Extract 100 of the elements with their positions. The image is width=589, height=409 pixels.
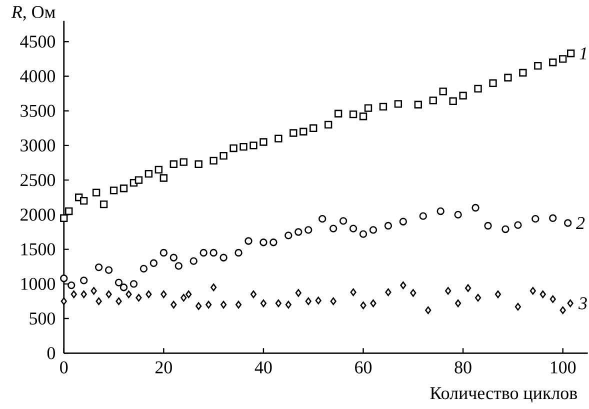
- point: [330, 298, 336, 306]
- point: [514, 221, 522, 230]
- y-tick-label: 2000: [20, 208, 56, 221]
- point: [100, 200, 108, 208]
- point: [370, 300, 376, 308]
- y-tick-label: 3500: [20, 105, 56, 118]
- point: [504, 74, 512, 82]
- point: [514, 303, 521, 311]
- point: [80, 197, 88, 205]
- point: [305, 298, 312, 306]
- point: [160, 249, 168, 257]
- point: [96, 298, 102, 306]
- series-label: 3: [578, 298, 587, 310]
- point: [564, 219, 572, 228]
- point: [502, 226, 510, 234]
- point: [549, 214, 557, 222]
- point: [220, 152, 228, 160]
- point: [329, 224, 338, 233]
- point: [140, 265, 148, 273]
- point: [349, 110, 358, 118]
- point: [429, 96, 437, 105]
- point: [170, 160, 178, 168]
- x-tick-label: 80: [454, 362, 472, 374]
- point: [104, 266, 113, 274]
- point: [379, 103, 388, 111]
- point: [318, 215, 326, 223]
- point: [360, 302, 366, 310]
- point: [285, 301, 292, 309]
- point: [540, 290, 546, 298]
- point: [250, 290, 257, 298]
- point: [350, 288, 356, 296]
- point: [400, 282, 406, 290]
- point: [60, 214, 68, 222]
- point: [180, 158, 188, 166]
- point: [60, 298, 67, 306]
- point: [465, 284, 472, 292]
- point: [449, 98, 457, 106]
- point: [459, 92, 467, 100]
- point: [150, 260, 158, 268]
- point: [190, 257, 198, 266]
- point: [120, 184, 128, 192]
- point: [300, 128, 308, 136]
- point: [489, 80, 497, 88]
- point: [244, 237, 252, 246]
- point: [106, 290, 112, 298]
- point: [94, 264, 103, 272]
- y-tick-label: 0: [47, 347, 56, 360]
- point: [439, 88, 447, 96]
- point: [315, 296, 322, 305]
- point: [494, 290, 502, 298]
- point: [566, 50, 575, 58]
- point: [530, 287, 536, 295]
- point: [144, 170, 153, 178]
- point: [230, 144, 238, 152]
- point: [68, 282, 76, 290]
- point: [484, 222, 492, 230]
- point: [146, 290, 152, 298]
- y-tick-label: 500: [30, 312, 56, 325]
- point: [414, 101, 422, 109]
- point: [474, 85, 482, 93]
- point: [425, 306, 432, 314]
- point: [260, 238, 268, 246]
- point: [134, 176, 143, 184]
- point: [70, 290, 77, 298]
- point: [240, 143, 248, 151]
- point: [310, 124, 318, 132]
- point: [294, 228, 302, 236]
- point: [445, 287, 452, 295]
- point: [560, 306, 566, 314]
- point: [186, 290, 192, 298]
- y-tick-label: 3000: [20, 140, 56, 152]
- point: [260, 138, 268, 146]
- point: [250, 142, 258, 150]
- x-tick-label: 20: [155, 362, 172, 374]
- point: [220, 254, 228, 262]
- point: [270, 238, 278, 246]
- point: [275, 300, 282, 308]
- x-tick-label: 100: [550, 362, 576, 374]
- point: [194, 160, 202, 168]
- point: [290, 129, 298, 138]
- point: [454, 211, 462, 219]
- y-axis-title: R, Ом: [11, 6, 56, 21]
- point: [120, 284, 128, 292]
- point: [324, 121, 332, 129]
- point: [384, 222, 392, 230]
- point: [80, 290, 87, 298]
- point: [394, 100, 402, 108]
- point: [339, 217, 348, 226]
- point: [126, 290, 132, 298]
- point: [196, 302, 202, 310]
- point: [220, 301, 227, 309]
- point: [210, 284, 217, 292]
- y-tick-label: 4000: [20, 70, 56, 83]
- point: [180, 294, 187, 302]
- point: [455, 300, 462, 308]
- point: [130, 280, 138, 288]
- point: [114, 278, 123, 287]
- point: [410, 289, 416, 298]
- point: [260, 300, 267, 308]
- y-tick-label: 2500: [20, 174, 56, 186]
